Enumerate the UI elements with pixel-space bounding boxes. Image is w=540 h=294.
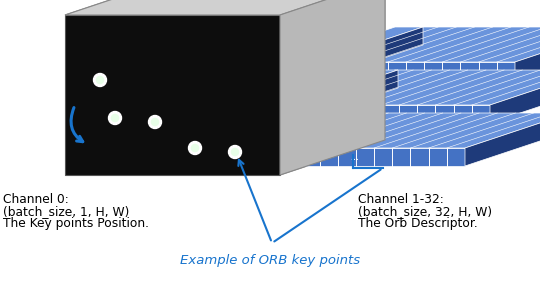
Text: The Orb Descriptor.: The Orb Descriptor. bbox=[358, 217, 478, 230]
Polygon shape bbox=[465, 113, 540, 166]
Polygon shape bbox=[315, 27, 540, 62]
Circle shape bbox=[191, 144, 199, 152]
Polygon shape bbox=[240, 113, 373, 148]
Polygon shape bbox=[65, 0, 385, 15]
Polygon shape bbox=[240, 148, 268, 166]
Polygon shape bbox=[265, 105, 293, 123]
Circle shape bbox=[148, 116, 161, 128]
Text: Channel 0:: Channel 0: bbox=[3, 193, 69, 206]
Polygon shape bbox=[268, 113, 373, 166]
Circle shape bbox=[97, 76, 104, 83]
Polygon shape bbox=[515, 27, 540, 80]
Polygon shape bbox=[290, 105, 490, 123]
Text: Example of ORB key points: Example of ORB key points bbox=[180, 254, 360, 267]
Circle shape bbox=[109, 111, 122, 124]
Text: Channel 1-32:: Channel 1-32: bbox=[358, 193, 444, 206]
Polygon shape bbox=[290, 27, 423, 62]
Circle shape bbox=[232, 148, 239, 156]
Polygon shape bbox=[290, 62, 318, 80]
Text: The Key points Position.: The Key points Position. bbox=[3, 217, 149, 230]
Text: (batch_size, 1, H, W): (batch_size, 1, H, W) bbox=[3, 205, 130, 218]
Circle shape bbox=[228, 146, 241, 158]
Polygon shape bbox=[315, 62, 515, 80]
Polygon shape bbox=[65, 15, 280, 175]
Polygon shape bbox=[65, 0, 385, 15]
Polygon shape bbox=[290, 70, 540, 105]
Circle shape bbox=[151, 118, 159, 126]
Polygon shape bbox=[265, 70, 398, 105]
Circle shape bbox=[111, 114, 119, 122]
Polygon shape bbox=[280, 0, 385, 175]
Polygon shape bbox=[265, 148, 465, 166]
Text: ...: ... bbox=[350, 153, 359, 162]
Text: (batch_size, 32, H, W): (batch_size, 32, H, W) bbox=[358, 205, 492, 218]
Text: ...: ... bbox=[401, 67, 409, 76]
Polygon shape bbox=[318, 27, 423, 80]
Polygon shape bbox=[265, 113, 540, 148]
Circle shape bbox=[188, 141, 201, 155]
Text: ...: ... bbox=[376, 111, 384, 119]
Polygon shape bbox=[293, 70, 398, 123]
Polygon shape bbox=[280, 0, 385, 175]
Polygon shape bbox=[490, 70, 540, 123]
Circle shape bbox=[93, 74, 106, 86]
